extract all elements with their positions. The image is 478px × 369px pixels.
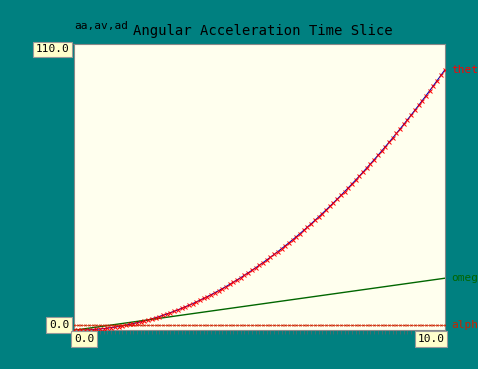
Text: Angular Acceleration Time Slice: Angular Acceleration Time Slice — [133, 24, 393, 38]
Text: omega: omega — [452, 273, 478, 283]
Text: theta: theta — [452, 65, 478, 75]
Text: 0.0: 0.0 — [49, 320, 69, 330]
Text: aa,av,ad: aa,av,ad — [74, 21, 128, 31]
Text: alpha: alpha — [452, 320, 478, 330]
Text: 110.0: 110.0 — [35, 44, 69, 54]
Text: 10.0: 10.0 — [418, 334, 445, 344]
Text: 0.0: 0.0 — [74, 334, 94, 344]
